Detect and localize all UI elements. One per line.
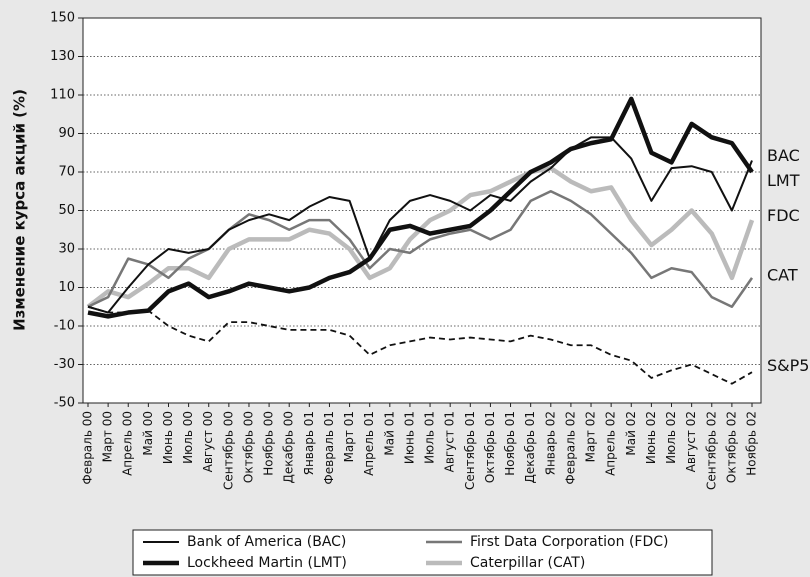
- x-tick-label: Март 02: [584, 411, 598, 462]
- x-tick-label: Октябрь 00: [241, 411, 255, 483]
- x-tick-label: Июль 00: [181, 411, 195, 464]
- x-tick-label: Июнь 01: [402, 411, 416, 464]
- x-tick-label: Октябрь 01: [483, 411, 497, 483]
- legend: [132, 529, 713, 576]
- x-tick-label: Декабрь 01: [523, 411, 537, 484]
- x-tick-label: Ноябрь 00: [262, 411, 276, 476]
- x-tick-label: Февраль 01: [322, 411, 336, 485]
- x-tick-label: Сентябрь 00: [221, 411, 235, 490]
- end-label: S&P500: [767, 356, 810, 375]
- y-tick-label: -30: [54, 357, 75, 372]
- x-tick-label: Февраль 00: [81, 411, 95, 485]
- series-line: [87, 305, 753, 385]
- y-tick-label: 90: [58, 126, 75, 141]
- legend-label: Caterpillar (CAT): [470, 555, 585, 571]
- x-tick-label: Декабрь 00: [282, 411, 296, 484]
- legend-label: Bank of America (BAC): [187, 534, 346, 550]
- x-tick-label: Январь 02: [543, 411, 557, 475]
- x-tick-label: Август 02: [684, 411, 698, 472]
- series-line: [87, 190, 754, 308]
- y-axis-title: Изменение курса акций (%): [11, 89, 29, 331]
- x-tick-label: Май 01: [382, 411, 396, 456]
- x-tick-label: Январь 01: [302, 411, 316, 475]
- y-tick-label: 110: [50, 88, 75, 103]
- x-tick-label: Март 00: [101, 411, 115, 462]
- x-tick-label: Июль 02: [664, 411, 678, 464]
- y-tick-label: -10: [54, 319, 75, 334]
- x-tick-label: Ноябрь 02: [745, 411, 759, 476]
- x-tick-label: Сентябрь 02: [704, 411, 718, 490]
- y-tick-label: 150: [50, 11, 75, 26]
- y-tick-label: -50: [54, 396, 75, 411]
- x-tick-label: Апрель 02: [604, 411, 618, 476]
- y-tick-label: 50: [58, 203, 75, 218]
- x-tick-label: Июнь 02: [644, 411, 658, 464]
- y-tick-label: 70: [58, 165, 75, 180]
- legend-label: First Data Corporation (FDC): [470, 534, 668, 550]
- x-tick-label: Август 01: [443, 411, 457, 472]
- x-tick-label: Март 01: [342, 411, 356, 462]
- end-label: FDC: [767, 206, 800, 225]
- end-label: LMT: [767, 171, 800, 190]
- x-tick-label: Октябрь 02: [724, 411, 738, 483]
- x-tick-label: Апрель 01: [362, 411, 376, 476]
- x-tick-label: Февраль 02: [563, 411, 577, 485]
- x-tick-label: Май 00: [141, 411, 155, 456]
- y-tick-label: 10: [58, 280, 75, 295]
- x-tick-label: Август 00: [201, 411, 215, 472]
- x-tick-label: Апрель 00: [121, 411, 135, 476]
- legend-label: Lockheed Martin (LMT): [187, 555, 347, 571]
- series-line: [87, 136, 753, 314]
- end-label: BAC: [767, 146, 800, 165]
- x-tick-label: Сентябрь 01: [463, 411, 477, 490]
- series-line: [87, 96, 754, 319]
- x-tick-label: Июнь 00: [161, 411, 175, 464]
- end-label: CAT: [767, 265, 798, 284]
- x-tick-label: Июль 01: [423, 411, 437, 464]
- y-tick-label: 130: [50, 49, 75, 64]
- x-tick-label: Май 02: [624, 411, 638, 456]
- x-tick-label: Ноябрь 01: [503, 411, 517, 476]
- y-tick-label: 30: [58, 242, 75, 257]
